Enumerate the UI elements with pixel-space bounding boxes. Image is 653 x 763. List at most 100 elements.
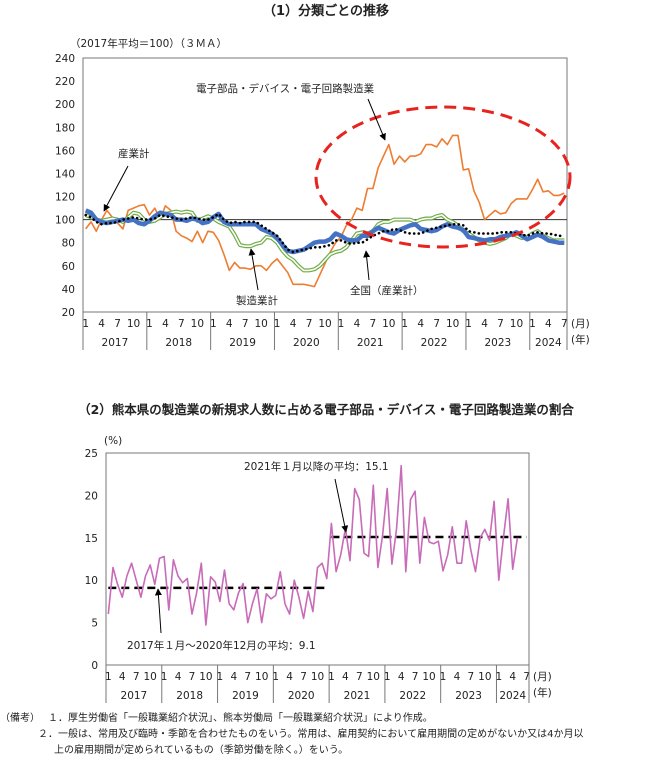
- x-tick-label: 1: [338, 318, 345, 330]
- x-tick-label: 4: [398, 671, 405, 683]
- year-label: 2023: [484, 337, 511, 349]
- x-tick-label: 4: [119, 671, 126, 683]
- x-tick-label: 7: [433, 318, 440, 330]
- chart2-unit-label: (%): [104, 435, 122, 447]
- arrow-industry: [103, 165, 129, 212]
- x-tick-label: 10: [127, 318, 140, 330]
- chart2-title: （2）熊本県の製造業の新規求人数に占める電子部品・デバイス・電子回路製造業の割合: [78, 402, 574, 417]
- x-tick-label: 4: [417, 318, 424, 330]
- x-tick-label: 1: [161, 671, 168, 683]
- x-tick-label: 4: [481, 318, 488, 330]
- year-label: 2020: [293, 337, 320, 349]
- x-tick-label: 4: [98, 318, 105, 330]
- series-line-産業計: [84, 208, 565, 255]
- y-tick-label: 10: [85, 575, 98, 587]
- plot-area: [82, 57, 568, 313]
- year-label: 2022: [399, 690, 426, 702]
- x-tick-label: 4: [290, 318, 297, 330]
- x-tick-label: 7: [468, 671, 475, 683]
- annotation-manufacturing: 製造業計: [236, 294, 278, 307]
- year-label: 2024: [535, 337, 562, 349]
- arrow-national: [363, 250, 371, 281]
- arrow-manufacturing: [248, 248, 259, 291]
- x-tick-label: 4: [286, 671, 293, 683]
- annotation-avg-before: 2017年１月～2020年12月の平均：9.1: [127, 639, 316, 652]
- x-tick-label: 7: [306, 318, 313, 330]
- annotation-electronics: 電子部品・デバイス・電子回路製造業: [196, 82, 375, 95]
- notes-prefix: （備考）: [0, 713, 40, 724]
- note-2-cont: 上の雇用期間が定められているもの（季節労働を除く。）をいう。: [54, 745, 349, 756]
- y-tick-label: 140: [55, 168, 75, 180]
- x-tick-label: 10: [446, 318, 459, 330]
- month-unit: (月): [571, 318, 590, 330]
- year-label: 2024: [499, 690, 526, 702]
- year-label: 2018: [176, 690, 203, 702]
- x-tick-label: 7: [300, 671, 307, 683]
- year-label: 2019: [229, 337, 256, 349]
- annotation-avg-after: 2021年１月以降の平均：15.1: [244, 460, 389, 473]
- year-unit: (年): [571, 333, 590, 346]
- x-tick-label: 4: [509, 671, 516, 683]
- x-tick-label: 10: [191, 318, 204, 330]
- x-tick-label: 7: [178, 318, 185, 330]
- x-tick-label: 7: [561, 318, 568, 330]
- y-tick-label: 20: [85, 490, 98, 502]
- chart1-title: （1）分類ごとの推移: [263, 3, 389, 19]
- year-unit: (年): [533, 686, 552, 699]
- year-label: 2022: [421, 337, 448, 349]
- x-tick-label: 10: [143, 671, 156, 683]
- x-tick-label: 4: [175, 671, 182, 683]
- x-tick-label: 4: [230, 671, 237, 683]
- y-tick-label: 25: [85, 448, 98, 460]
- series-line-電子部品・デバイス・電子回路製造業: [85, 134, 565, 288]
- x-tick-label: 1: [272, 671, 279, 683]
- x-tick-label: 7: [497, 318, 504, 330]
- x-tick-label: 4: [354, 318, 361, 330]
- plot-area: [105, 452, 530, 666]
- x-tick-label: 7: [244, 671, 251, 683]
- figure: （1）分類ごとの推移 （2017年平均＝100）（３ＭＡ） （2）熊本県の製造業…: [55, 3, 590, 703]
- y-tick-label: 40: [62, 284, 75, 296]
- chart1-unit-label: （2017年平均＝100）（３ＭＡ）: [70, 37, 227, 50]
- x-tick-label: 7: [523, 671, 530, 683]
- y-tick-label: 5: [91, 618, 98, 630]
- arrow-avg-before: [154, 588, 162, 634]
- x-tick-label: 1: [217, 671, 224, 683]
- x-tick-label: 7: [114, 318, 121, 330]
- x-tick-label: 7: [356, 671, 363, 683]
- x-tick-label: 1: [529, 318, 536, 330]
- year-label: 2017: [102, 337, 129, 349]
- month-unit: (月): [533, 671, 552, 683]
- y-tick-label: 100: [55, 215, 75, 227]
- year-label: 2017: [121, 690, 148, 702]
- x-tick-label: 4: [545, 318, 552, 330]
- x-tick-label: 10: [382, 318, 395, 330]
- annotation-industry: 産業計: [118, 147, 150, 160]
- x-tick-label: 1: [82, 318, 89, 330]
- x-tick-label: 1: [495, 671, 502, 683]
- annotation-national: 全国（産業計）: [350, 284, 424, 297]
- x-tick-label: 1: [105, 671, 112, 683]
- note-1: １．厚生労働省「一般職業紹介状況」、熊本労働局「一般職業紹介状況」により作成。: [48, 713, 433, 724]
- year-label: 2023: [455, 690, 482, 702]
- y-tick-label: 80: [62, 238, 75, 250]
- x-tick-label: 1: [210, 318, 217, 330]
- arrow-avg-after: [334, 478, 349, 533]
- x-tick-label: 7: [370, 318, 377, 330]
- x-tick-label: 7: [189, 671, 196, 683]
- note-2: ２．一般は、常用及び臨時・季節を合わせたものをいう。常用は、雇用契約において雇用…: [38, 729, 584, 740]
- x-tick-label: 10: [478, 671, 491, 683]
- x-tick-label: 7: [242, 318, 249, 330]
- x-tick-label: 1: [274, 318, 281, 330]
- x-tick-label: 1: [384, 671, 391, 683]
- series-line-全国（産業計）: [84, 212, 566, 254]
- x-tick-label: 1: [440, 671, 447, 683]
- notes: （備考） １．厚生労働省「一般職業紹介状況」、熊本労働局「一般職業紹介状況」により…: [0, 711, 653, 759]
- y-tick-label: 60: [62, 261, 75, 273]
- x-tick-label: 1: [146, 318, 153, 330]
- arrow-electronics: [367, 98, 386, 141]
- year-label: 2021: [357, 337, 384, 349]
- year-label: 2019: [232, 690, 259, 702]
- x-tick-label: 10: [510, 318, 523, 330]
- year-label: 2018: [165, 337, 192, 349]
